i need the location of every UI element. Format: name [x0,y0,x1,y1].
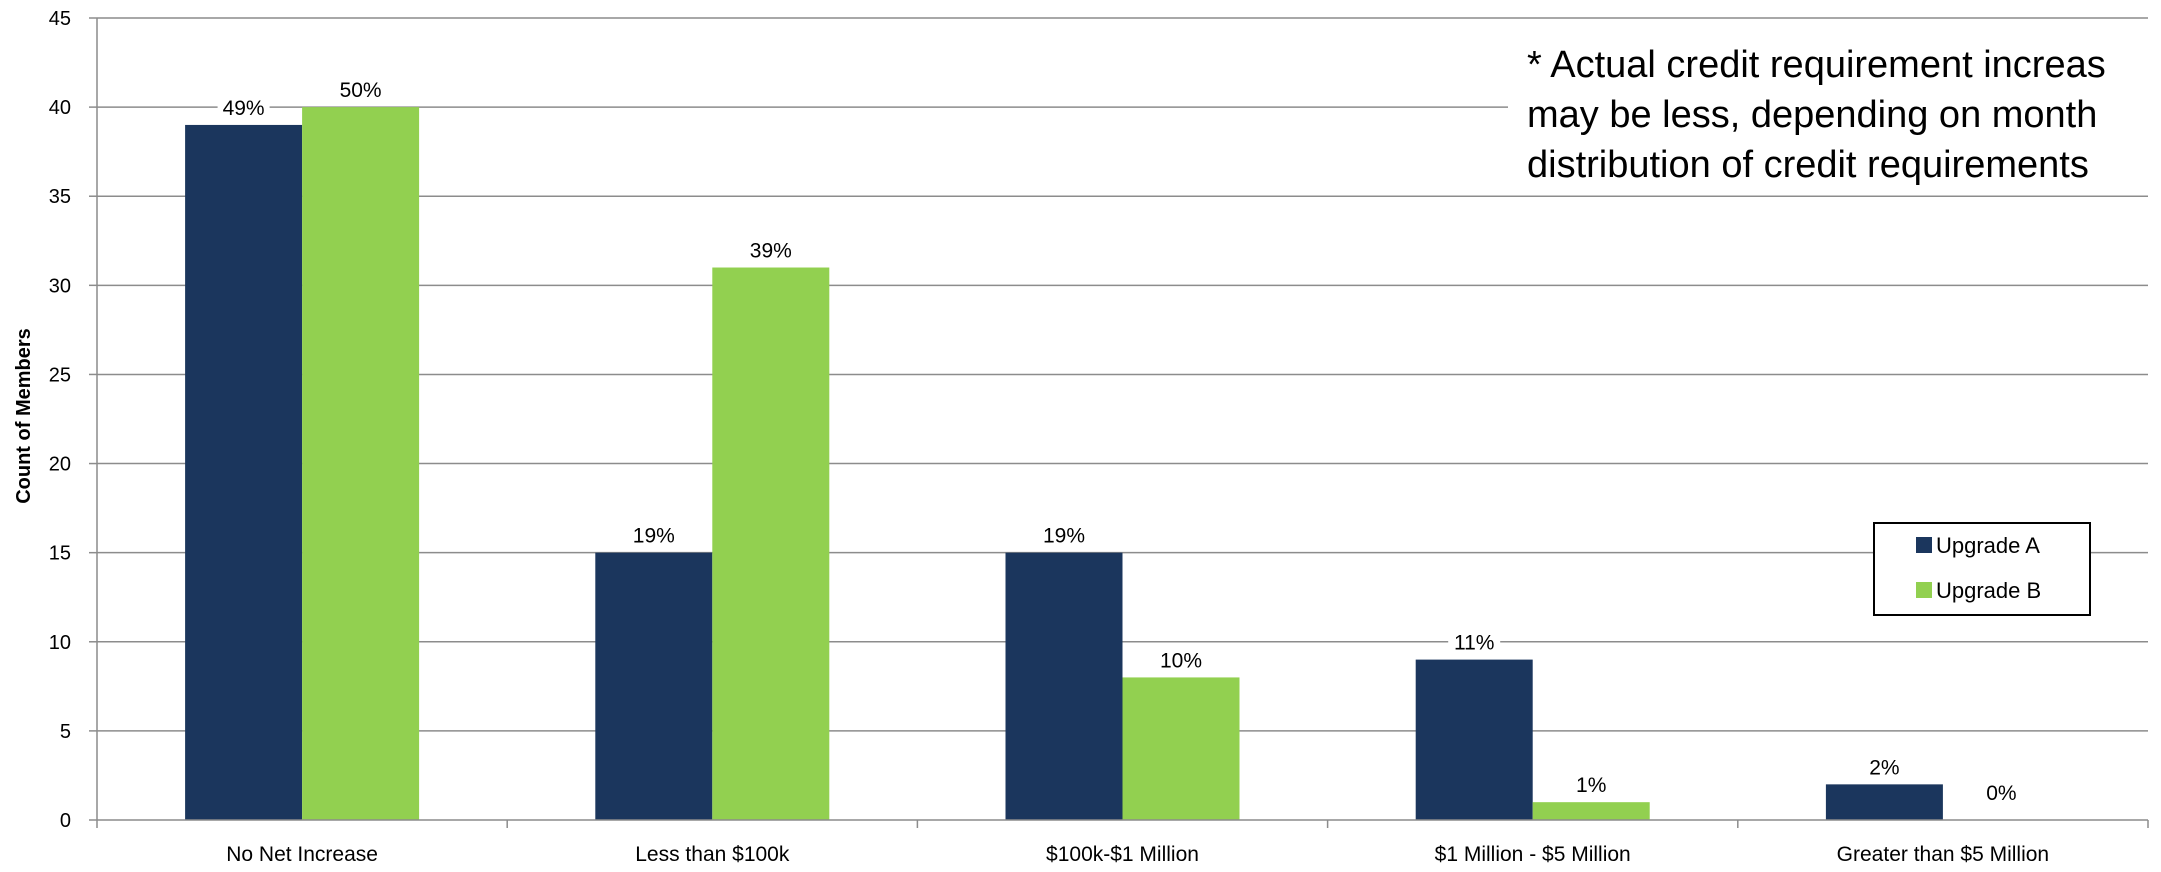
y-tick-label: 40 [49,97,71,119]
data-label: 10% [1160,649,1202,672]
x-category-label: $100k-$1 Million [1046,843,1199,866]
bar-upgrade-a [1006,553,1123,820]
x-category-label: No Net Increase [226,843,378,866]
legend: Upgrade A Upgrade B [1874,523,2090,615]
bar-upgrade-b [1533,802,1650,820]
bar-upgrade-a [185,125,302,820]
data-label: 39% [750,240,792,263]
legend-label-upgrade-b: Upgrade B [1936,578,2041,603]
annotation-line-1: * Actual credit requirement increas [1527,44,2106,86]
x-category-label: Less than $100k [635,843,790,866]
legend-swatch-upgrade-a [1916,537,1932,553]
y-axis-title: Count of Members [13,328,35,504]
bar-upgrade-b [1123,677,1240,820]
y-tick-label: 20 [49,454,71,476]
y-tick-label: 0 [60,810,71,832]
annotation-line-2: may be less, depending on month [1527,94,2097,136]
x-category-label: Greater than $5 Million [1837,843,2049,866]
y-tick-label: 25 [49,364,71,386]
data-label: 50% [340,79,382,102]
annotation-line-3: distribution of credit requirements [1527,144,2089,186]
bar-upgrade-b [712,268,829,820]
y-tick-label: 35 [49,186,71,208]
bar-upgrade-b [302,107,419,820]
data-label: 2% [1869,756,1899,779]
y-tick-label: 15 [49,543,71,565]
data-label: 49% [223,97,265,120]
y-tick-label: 10 [49,632,71,654]
annotation-note: * Actual credit requirement increas may … [1508,24,2161,186]
y-tick-label: 45 [49,8,71,30]
bar-upgrade-a [595,553,712,820]
x-category-label: $1 Million - $5 Million [1435,843,1631,866]
data-label: 11% [1454,632,1494,655]
data-label: 19% [1043,525,1085,548]
data-label: 1% [1576,774,1606,797]
y-tick-label: 5 [60,721,71,743]
bar-upgrade-a [1416,660,1533,820]
bar-upgrade-a [1826,784,1943,820]
legend-swatch-upgrade-b [1916,582,1932,598]
legend-label-upgrade-a: Upgrade A [1936,533,2040,558]
data-label: 0% [1986,782,2016,805]
y-tick-label: 30 [49,275,71,297]
data-label: 19% [633,525,675,548]
